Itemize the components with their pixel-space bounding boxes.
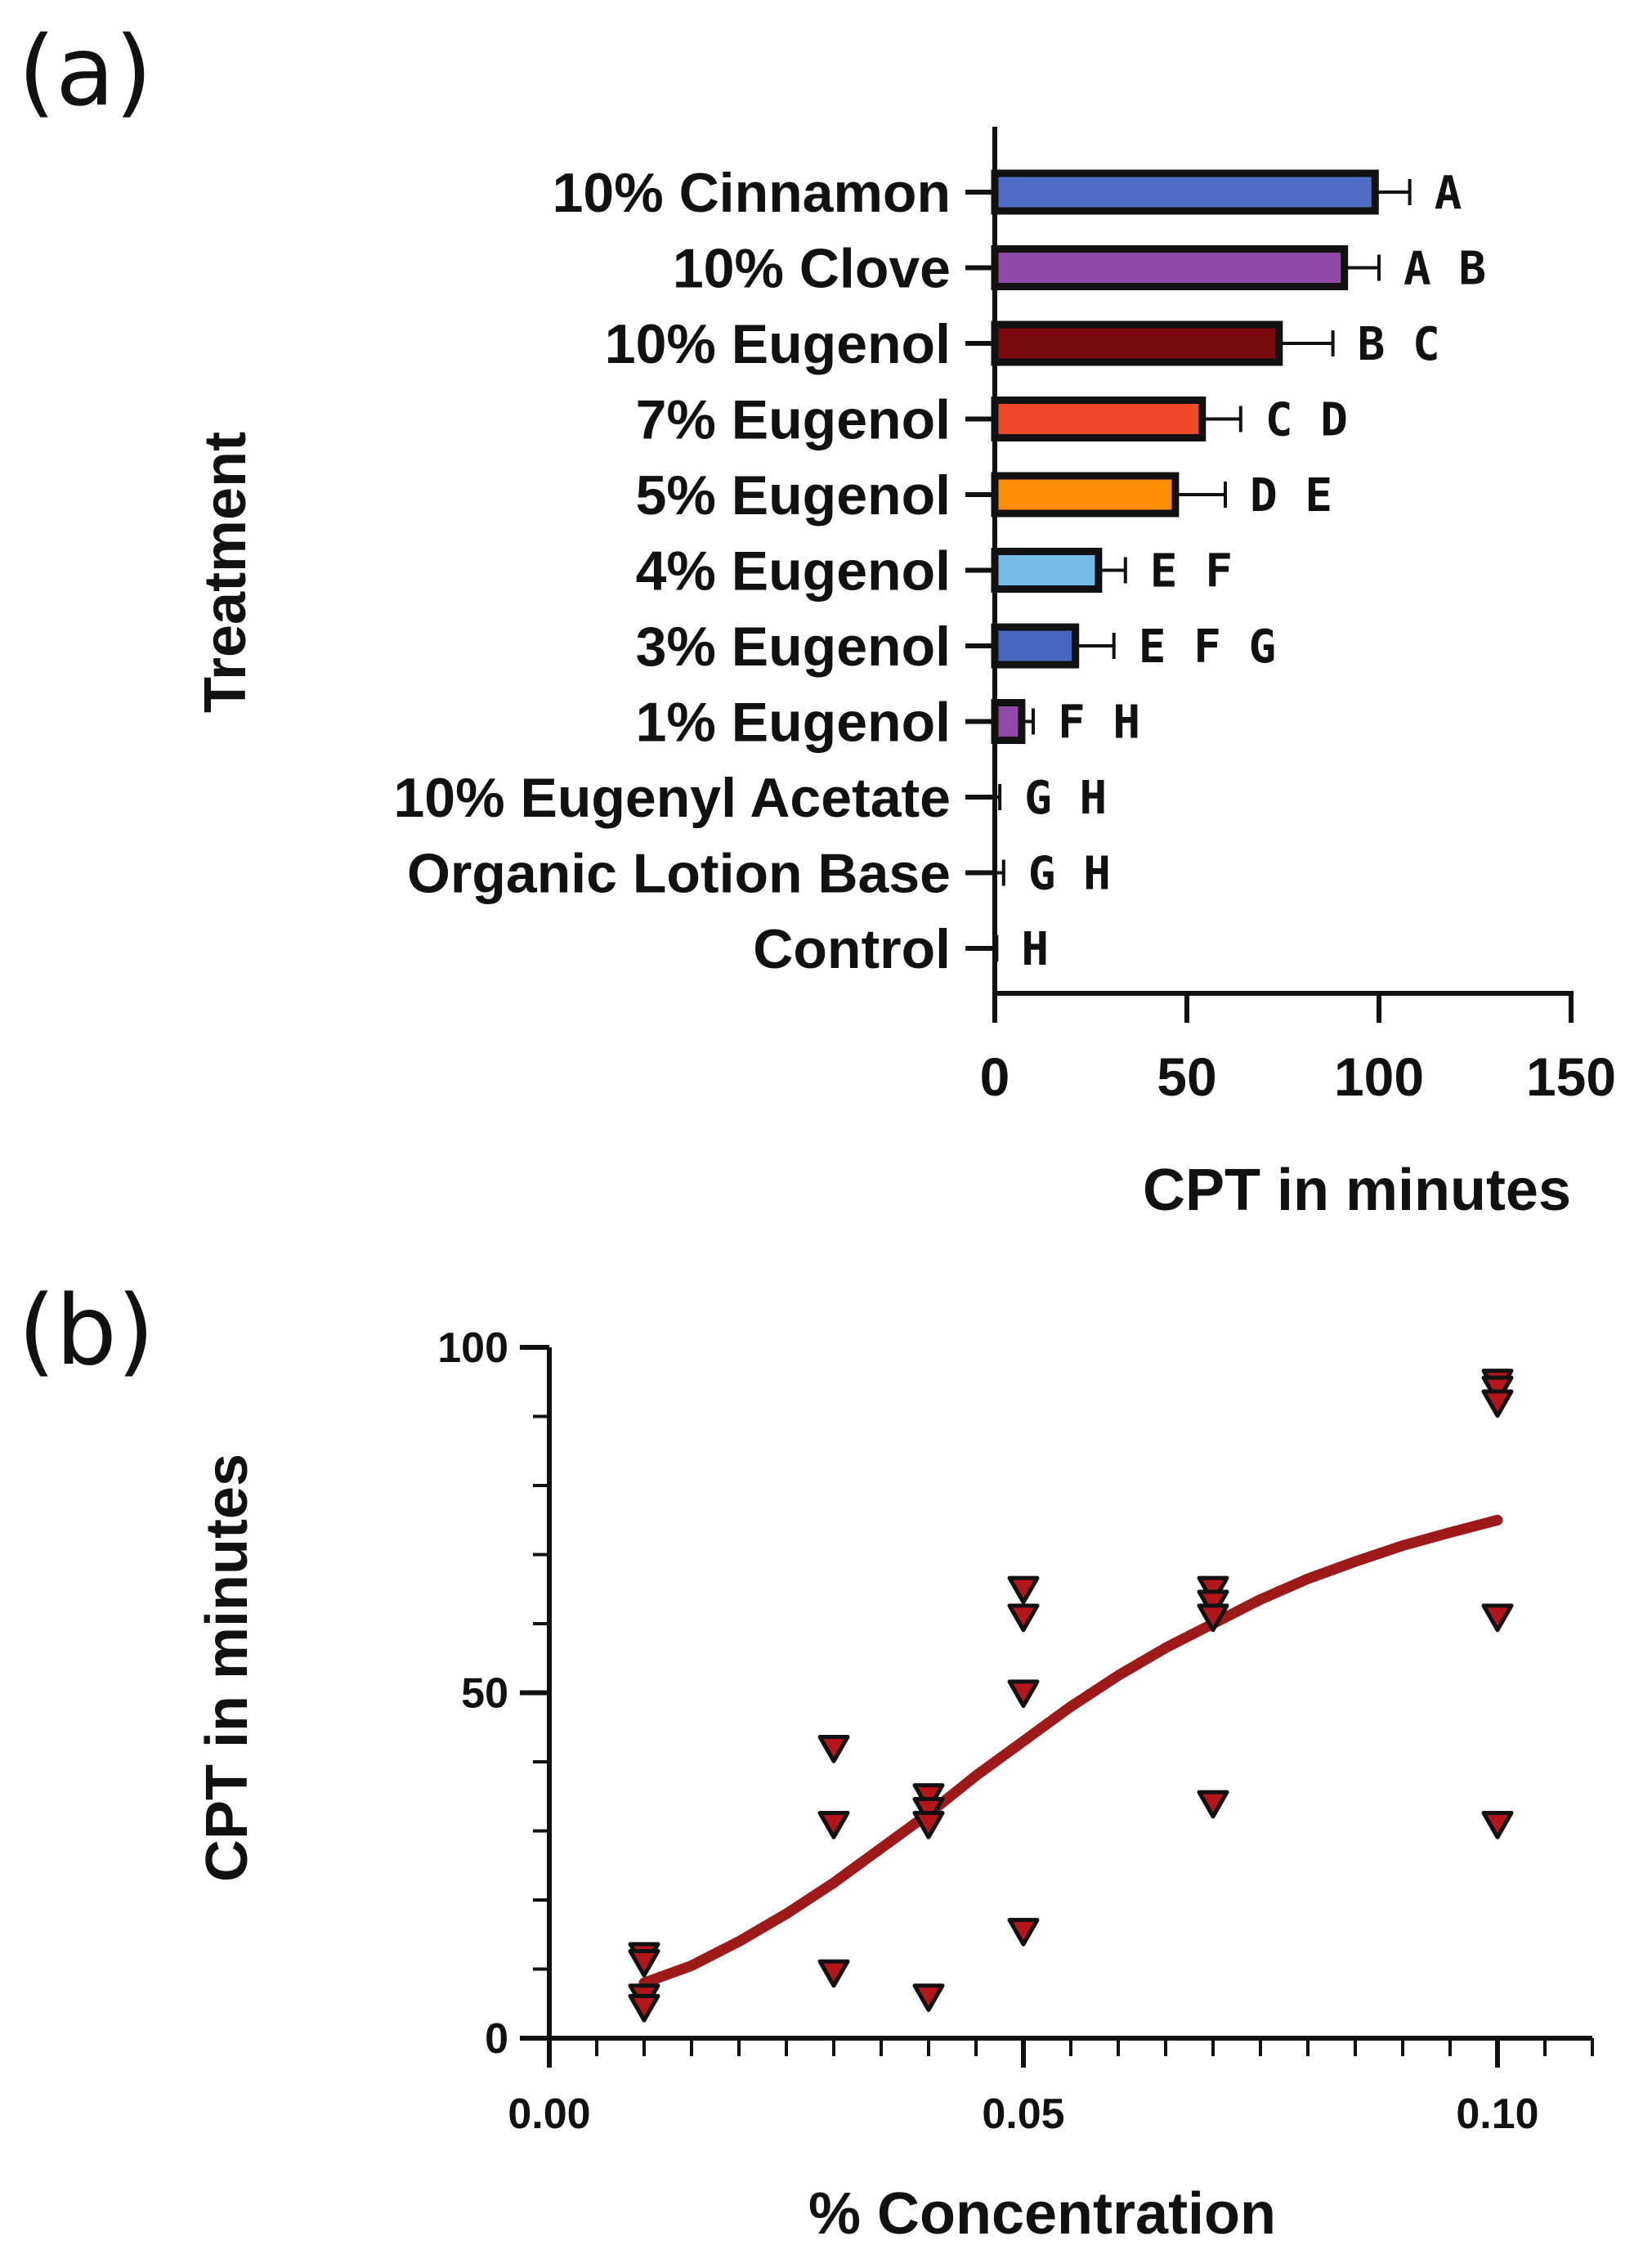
significance-label: E F G [1139,621,1277,674]
significance-label: A [1435,167,1462,220]
significance-label: F H [1058,697,1140,750]
panel-b-y-tick-label: 100 [437,1324,508,1372]
panel-a-category-labels: 10% Cinnamon 10% Clove 10% Eugenol 7% Eugen… [393,162,951,980]
panel-b-x-tick-label: 0.05 [982,2090,1064,2138]
panel-a-y-axis-title: Treatment [193,432,258,713]
category-label: 4% Eugenol [636,540,951,603]
data-point [912,1810,945,1840]
data-point [628,1948,660,1978]
panel-a-x-tick-label: 100 [1334,1046,1424,1107]
bar [991,623,1080,669]
panel-b-x-tick-label: 0.00 [508,2090,590,2138]
panel-b-x-tick-label: 0.10 [1456,2090,1538,2138]
data-point [1481,1389,1514,1418]
panel-a-bars [991,169,1412,961]
data-point [1007,1679,1040,1709]
significance-label: E F [1150,545,1233,598]
panel-b-y-tick-label: 0 [485,2015,508,2063]
data-point [1007,1575,1040,1605]
category-label: 7% Eugenol [636,389,951,451]
panel-b-label: (b) [18,1274,154,1387]
bar [991,548,1103,593]
significance-label: C D [1265,394,1348,447]
data-point [1481,1810,1514,1840]
category-label: 5% Eugenol [636,464,951,527]
significance-label: G H [1024,772,1107,825]
panel-a-x-tick-label: 150 [1526,1046,1616,1107]
panel-a-x-axis-title: CPT in minutes [1143,1158,1571,1223]
panel-b-points [628,1369,1514,2023]
data-point [1197,1603,1229,1633]
category-label: Organic Lotion Base [407,843,951,905]
bar [991,397,1207,441]
bar [991,472,1180,518]
significance-label: G H [1028,848,1111,901]
panel-a-x-tick-label: 0 [980,1046,1010,1107]
panel-b-y-axis-title: CPT in minutes [195,1454,260,1882]
data-point [817,1959,850,1988]
panel-b-axes: 0 50 100 0.00 0.05 0.10 [437,1324,1594,2138]
fit-curve [638,1514,1503,1988]
bar [991,320,1283,366]
panel-b-y-tick-label: 50 [461,1670,508,1718]
significance-label: D E [1250,469,1332,522]
data-point [817,1810,850,1840]
data-point [628,1993,660,2023]
panel-b-x-axis-title: % Concentration [808,2181,1276,2247]
panel-a-x-tick-label: 50 [1157,1046,1216,1107]
significance-label: H [1021,923,1049,976]
category-label: 1% Eugenol [636,692,951,754]
bar [991,245,1349,290]
data-point [1007,1917,1040,1947]
category-label: 10% Eugenyl Acetate [393,767,951,829]
data-point [1007,1603,1040,1633]
panel-a-label: (a) [18,15,152,128]
category-label: Control [753,918,951,980]
significance-label: B C [1358,318,1440,371]
significance-label: A B [1404,243,1486,296]
data-point [1481,1603,1514,1633]
data-point [912,1983,945,2012]
data-point [817,1735,850,1763]
bar [991,699,1026,744]
category-label: 3% Eugenol [636,616,951,678]
data-point [1197,1790,1229,1819]
panel-a-significance-labels: A A B B CC D D E E F E F G F H G H G H H [1021,167,1486,976]
category-label: 10% Cinnamon [553,162,951,224]
bar [991,169,1379,215]
category-label: 10% Eugenol [605,313,951,375]
category-label: 10% Clove [673,238,951,300]
panel-a-axes: 0 50 100 150 [965,127,1616,1107]
panel-b-fit [638,1514,1503,1988]
